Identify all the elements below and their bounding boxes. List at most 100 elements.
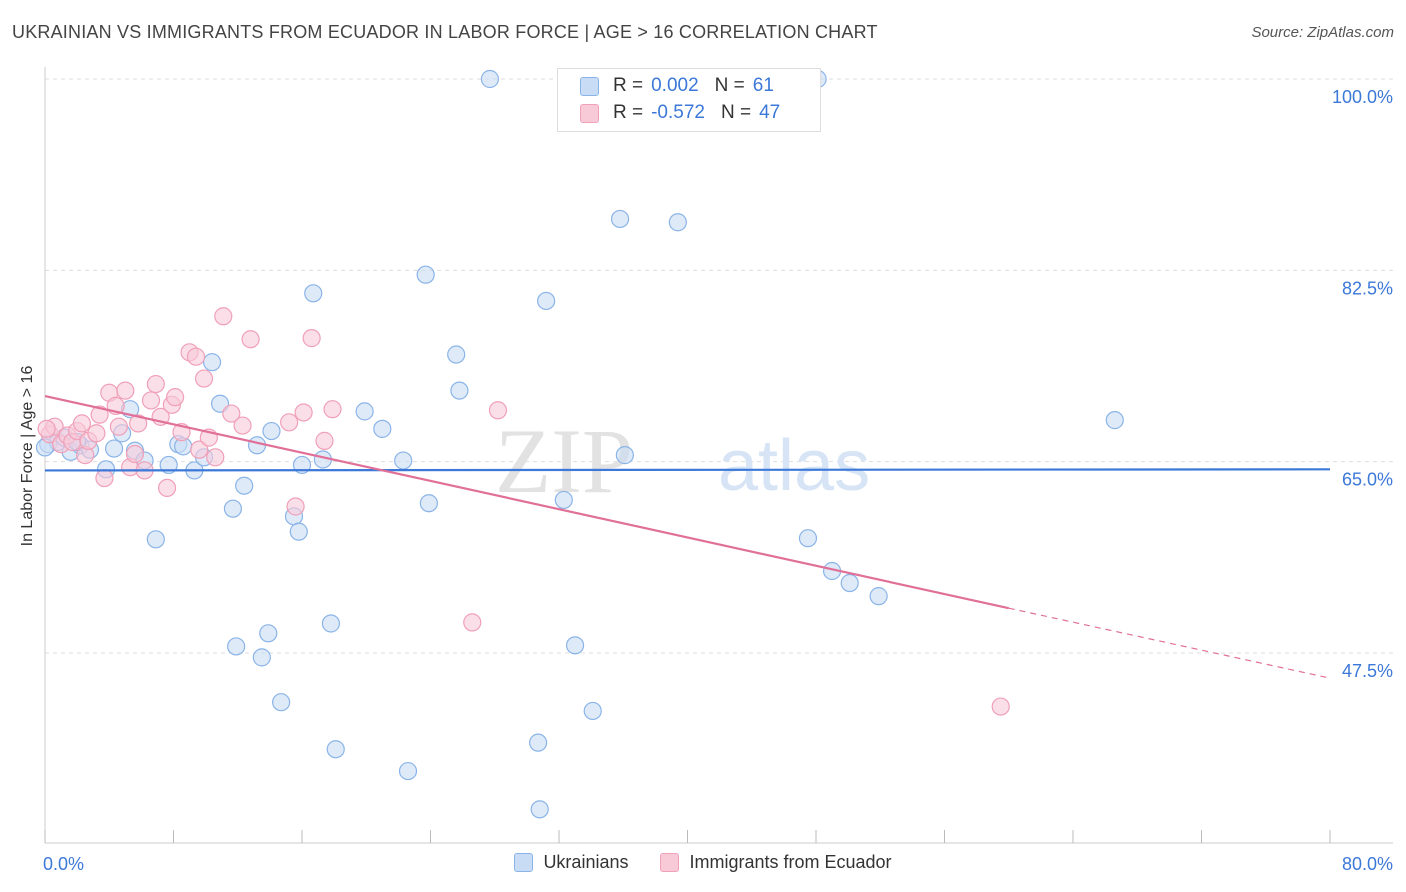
point-ukrainians [262, 421, 281, 441]
y-tick-label: 82.5% [1342, 278, 1393, 298]
point-ecuador [323, 400, 342, 419]
point-ukrainians [235, 476, 254, 495]
point-ukrainians [146, 530, 165, 549]
stats-row-ecuador: R = -0.572 N = 47 [580, 100, 780, 126]
y-tick-label: 100.0% [1332, 87, 1393, 107]
point-ukrainians [321, 614, 341, 633]
point-ukrainians [565, 636, 585, 655]
point-ecuador [488, 401, 508, 420]
point-ukrainians [259, 624, 278, 643]
point-ecuador [286, 497, 305, 516]
point-ecuador [95, 468, 114, 488]
point-ecuador [37, 419, 56, 438]
point-ukrainians [272, 693, 291, 712]
point-ecuador [194, 369, 214, 388]
swatch-ecuador [580, 103, 599, 123]
legend-label-ukrainians: Ukrainians [543, 852, 629, 872]
y-tick-label: 65.0% [1342, 470, 1393, 490]
point-ecuador [302, 329, 321, 348]
source-label[interactable]: Source: ZipAtlas.com [1251, 24, 1394, 41]
trend-line-ecuador [44, 394, 1009, 610]
point-ecuador [991, 697, 1010, 716]
point-ukrainians [227, 637, 246, 656]
point-ecuador [157, 478, 177, 498]
n-value: 47 [759, 102, 781, 123]
r-value: -0.572 [651, 102, 705, 123]
swatch-ukrainians [580, 76, 599, 96]
chart-title: UKRAINIAN VS IMMIGRANTS FROM ECUADOR IN … [12, 22, 878, 42]
point-ecuador [146, 374, 165, 394]
point-ukrainians [289, 522, 308, 541]
r-label: R = [613, 102, 644, 123]
n-value: 61 [752, 75, 774, 96]
point-ukrainians [159, 455, 178, 475]
point-ecuador [214, 307, 233, 326]
point-ecuador [116, 381, 135, 400]
legend-label-ecuador: Immigrants from Ecuador [689, 852, 892, 872]
point-ukrainians [615, 446, 634, 465]
trend-line-ukrainians [44, 468, 1331, 472]
point-ecuador [129, 414, 148, 433]
point-ukrainians [202, 353, 222, 372]
point-ecuador [186, 347, 206, 366]
point-ukrainians [326, 740, 345, 759]
point-ecuador [222, 404, 241, 423]
point-ecuador [87, 424, 106, 443]
series-legend: Ukrainians Immigrants from Ecuador [0, 852, 1406, 873]
point-ecuador [190, 440, 209, 459]
point-ukrainians [840, 573, 859, 593]
stats-legend: R = 0.002 N = 61 R = -0.572 N = 47 [557, 68, 821, 132]
y-tick-label: 47.5% [1342, 661, 1393, 681]
point-ecuador [206, 448, 225, 467]
point-ecuador [90, 405, 109, 424]
point-ecuador [109, 417, 128, 436]
trend-lines [44, 394, 1331, 679]
gridlines [45, 78, 1393, 654]
point-ecuador [233, 416, 252, 435]
point-ukrainians [223, 499, 243, 518]
point-ukrainians [355, 402, 374, 421]
n-label: N = [720, 102, 752, 123]
watermark: ZIP atlas [495, 410, 870, 512]
point-ecuador [72, 414, 92, 433]
r-label: R = [613, 75, 644, 96]
point-ukrainians [529, 733, 548, 752]
legend-swatch-ukrainians [514, 853, 534, 872]
point-ukrainians [450, 381, 469, 400]
point-ecuador [280, 413, 299, 432]
stats-row-ukrainians: R = 0.002 N = 61 [580, 73, 774, 99]
point-ukrainians [798, 529, 818, 548]
legend-item-ukrainians[interactable]: Ukrainians [514, 852, 628, 873]
point-ukrainians [104, 439, 124, 458]
point-ukrainians [304, 284, 323, 303]
point-ukrainians [416, 265, 435, 284]
point-ukrainians [394, 451, 413, 470]
trend-line-ecuador-extension [1008, 607, 1331, 679]
point-ukrainians [668, 213, 687, 232]
point-ukrainians [530, 800, 549, 819]
x-tick-label: 80.0% [1342, 854, 1393, 874]
point-ukrainians [610, 209, 630, 229]
point-ecuador [315, 431, 334, 450]
point-ukrainians [398, 761, 418, 781]
watermark-atlas: atlas [718, 426, 870, 506]
tick-labels: 47.5% 65.0% 82.5% 100.0% 0.0% 80.0% [43, 87, 1393, 874]
r-value: 0.002 [651, 75, 699, 96]
point-ecuador [463, 613, 482, 632]
legend-swatch-ecuador [660, 853, 680, 872]
point-ecuador [125, 444, 145, 464]
point-ukrainians [480, 69, 500, 89]
legend-item-ecuador[interactable]: Immigrants from Ecuador [660, 852, 892, 873]
point-ukrainians [247, 436, 267, 455]
point-ukrainians [537, 291, 556, 311]
x-tick-label: 0.0% [43, 854, 84, 874]
point-ecuador [166, 388, 185, 407]
point-ukrainians [373, 419, 392, 438]
point-ukrainians [583, 701, 602, 721]
point-ukrainians [419, 494, 438, 513]
point-ecuador [294, 403, 313, 422]
point-ecuador [141, 391, 161, 410]
point-ukrainians [869, 587, 888, 606]
point-ukrainians [554, 490, 573, 510]
